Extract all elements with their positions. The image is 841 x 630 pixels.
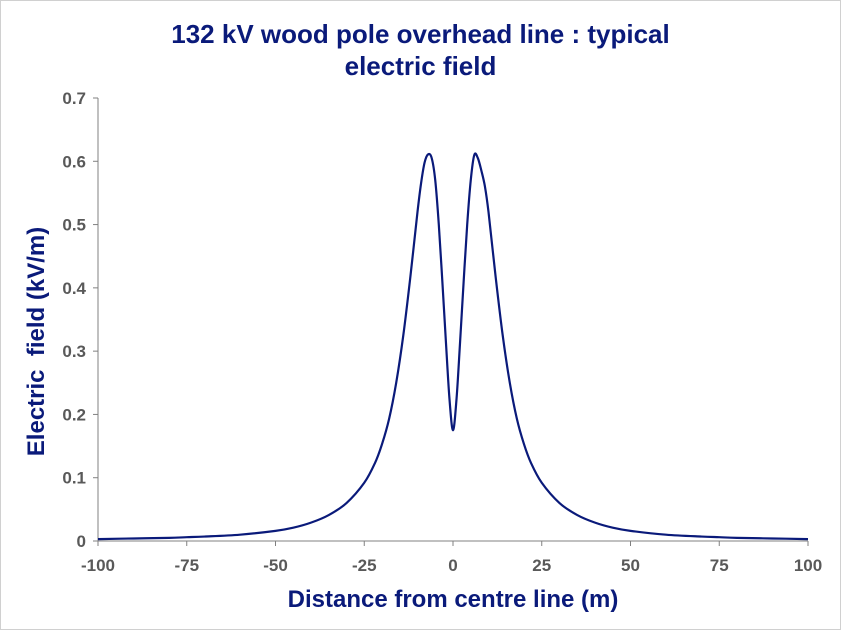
x-tick-label: -100 bbox=[81, 556, 115, 575]
x-tick-label: -50 bbox=[263, 556, 288, 575]
electric-field-line bbox=[97, 152, 809, 541]
chart-title-line-1: 132 kV wood pole overhead line : typical bbox=[171, 19, 670, 49]
y-tick-label: 0 bbox=[77, 532, 86, 551]
x-tick-label: 50 bbox=[621, 556, 640, 575]
x-tick-label: 100 bbox=[794, 556, 822, 575]
y-tick-label: 0.2 bbox=[62, 405, 86, 424]
y-tick-label: 0.3 bbox=[62, 342, 86, 361]
y-tick-label: 0.7 bbox=[62, 89, 86, 108]
chart-title-line-2: electric field bbox=[344, 51, 497, 81]
x-tick-label: 25 bbox=[532, 556, 551, 575]
y-tick-label: 0.5 bbox=[62, 216, 86, 235]
y-tick-label: 0.4 bbox=[62, 279, 86, 298]
x-axis-ticks: -100 -75 -50 -25 0 25 50 75 100 bbox=[81, 541, 822, 575]
axes bbox=[97, 98, 808, 542]
y-axis-ticks: 0 0.1 0.2 0.3 0.4 0.5 0.6 0.7 bbox=[62, 89, 98, 551]
x-tick-label: -25 bbox=[352, 556, 377, 575]
y-axis-label: Electric field (kV/m) bbox=[23, 227, 50, 456]
y-tick-label: 0.1 bbox=[62, 469, 86, 488]
x-tick-label: 75 bbox=[710, 556, 729, 575]
chart-title: 132 kV wood pole overhead line : typical… bbox=[0, 18, 841, 82]
x-axis-label: Distance from centre line (m) bbox=[288, 586, 619, 613]
y-tick-label: 0.6 bbox=[62, 152, 86, 171]
x-tick-label: -75 bbox=[174, 556, 199, 575]
x-tick-label: 0 bbox=[448, 556, 457, 575]
